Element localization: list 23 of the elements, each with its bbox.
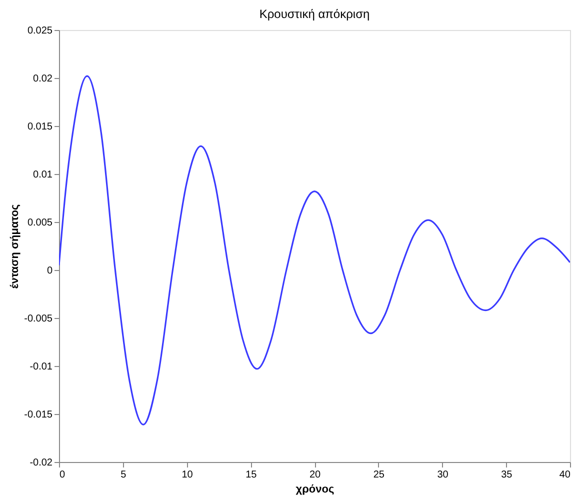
chart-title: Κρουστική απόκριση <box>259 7 370 21</box>
y-tick-label: 0.015 <box>27 122 53 132</box>
y-tick-label: 0.01 <box>33 170 53 180</box>
y-tick-label: 0.025 <box>27 26 53 36</box>
y-tick-label: 0.02 <box>33 74 53 84</box>
x-tick-label: 5 <box>120 470 127 480</box>
x-tick-label: 15 <box>246 470 258 480</box>
y-tick-label: 0 <box>46 266 53 276</box>
x-tick-label: 40 <box>559 470 571 480</box>
x-axis-title: χρόνος <box>296 484 334 496</box>
x-tick-label: 20 <box>309 470 321 480</box>
x-tick-label: 0 <box>60 470 66 480</box>
x-tick-label: 35 <box>501 470 513 480</box>
y-axis-title: ένταση σήματος <box>9 204 22 289</box>
y-tick-label: -0.015 <box>24 410 53 420</box>
x-tick-label: 10 <box>182 470 194 480</box>
y-tick-label: -0.01 <box>30 362 53 372</box>
x-tick-label: 25 <box>373 470 385 480</box>
y-tick-label: -0.005 <box>24 314 53 324</box>
x-tick-label: 30 <box>437 470 449 480</box>
y-tick-label: 0.005 <box>27 218 53 228</box>
line-series <box>59 75 570 426</box>
y-tick-label: -0.02 <box>30 458 53 468</box>
